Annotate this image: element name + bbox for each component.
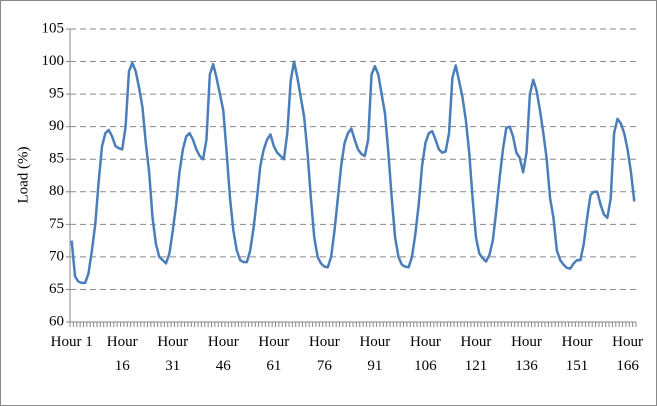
- x-tick-label: Hour 106: [410, 334, 441, 374]
- y-tick-label: 95: [49, 86, 64, 102]
- data-line: [70, 60, 636, 285]
- y-tick-label: 70: [49, 248, 64, 264]
- x-tick-label: Hour 31: [157, 334, 189, 374]
- y-tick-label: 65: [49, 281, 64, 297]
- x-tick-label: Hour 46: [207, 334, 239, 374]
- y-tick-label: 100: [42, 53, 65, 69]
- y-tick-label: 90: [49, 118, 64, 134]
- x-tick-label: Hour 61: [258, 334, 290, 374]
- y-tick-label: 75: [49, 216, 64, 232]
- x-tick-label: Hour 1: [50, 334, 93, 350]
- x-tick-label: Hour 76: [308, 334, 340, 374]
- x-tick-label: Hour 166: [612, 334, 643, 374]
- y-axis-label: Load (%): [15, 146, 31, 203]
- y-tick-label: 60: [49, 313, 64, 329]
- y-tick-label: 80: [49, 183, 64, 199]
- x-tick-label: Hour 121: [460, 334, 492, 374]
- y-tick-label: 105: [42, 20, 65, 36]
- x-tick-label: Hour 136: [511, 334, 542, 374]
- x-tick-label: Hour 91: [359, 334, 391, 374]
- x-tick-label: Hour 16: [106, 334, 138, 374]
- y-tick-label: 85: [49, 151, 64, 167]
- x-tick-label: Hour 151: [561, 334, 593, 374]
